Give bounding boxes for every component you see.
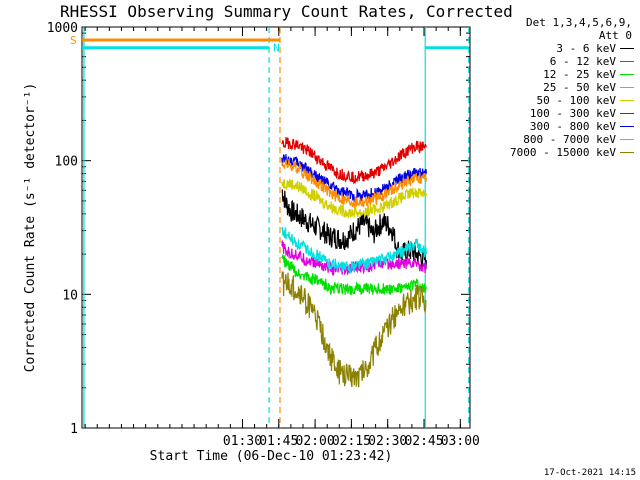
chart-title: RHESSI Observing Summary Count Rates, Co… <box>60 2 513 21</box>
legend-item: 25 - 50 keV <box>510 81 634 94</box>
legend-label: 800 - 7000 keV <box>523 133 616 146</box>
legend-swatch <box>620 87 634 88</box>
legend-swatch <box>620 61 634 62</box>
x-tick-label: 02:30 <box>368 434 407 449</box>
legend-swatch <box>620 126 634 127</box>
plot-frame <box>81 26 471 429</box>
series-line-300-800keV <box>281 154 427 204</box>
y-tick-label: 100 <box>55 155 78 170</box>
x-tick-label: 02:45 <box>404 434 443 449</box>
y-axis-label: Corrected Count Rate (s⁻¹ detector⁻¹) <box>23 83 38 373</box>
legend-label: 3 - 6 keV <box>556 42 616 55</box>
footer-timestamp: 17-Oct-2021 14:15 <box>543 468 636 478</box>
legend-header-attenuator: Att 0 <box>598 29 632 42</box>
legend-item: 12 - 25 keV <box>510 68 634 81</box>
x-axis-label: Start Time (06-Dec-10 01:23:42) <box>150 449 393 464</box>
series-line-100-300keV <box>281 137 427 185</box>
legend-label: 12 - 25 keV <box>543 68 616 81</box>
legend-item: 7000 - 15000 keV <box>510 146 634 159</box>
saa-bar-label: S <box>70 34 77 47</box>
legend-swatch <box>620 74 634 75</box>
series-line-3-6keV <box>281 189 427 270</box>
night-bar-label: N <box>273 42 280 55</box>
x-tick-label: 01:45 <box>259 434 298 449</box>
legend-label: 300 - 800 keV <box>529 120 616 133</box>
series-line-50-100keV <box>281 178 427 219</box>
legend-item: 300 - 800 keV <box>510 120 634 133</box>
legend-swatch <box>620 113 634 114</box>
x-tick-label: 02:15 <box>332 434 371 449</box>
x-tick-label: 02:00 <box>296 434 335 449</box>
legend-swatch <box>620 152 634 153</box>
legend-item: 100 - 300 keV <box>510 107 634 120</box>
legend-label: 25 - 50 keV <box>543 81 616 94</box>
legend-label: 50 - 100 keV <box>536 94 616 107</box>
series-line-25-50keV <box>281 226 427 274</box>
legend-label: 6 - 12 keV <box>549 55 616 68</box>
legend-header-detectors: Det 1,3,4,5,6,9, <box>526 16 632 29</box>
legend-swatch <box>620 48 634 49</box>
y-tick-label: 10 <box>62 288 78 303</box>
series-line-800-7000keV <box>281 159 427 210</box>
series-line-12-25keV <box>281 254 427 295</box>
legend-item: 6 - 12 keV <box>510 55 634 68</box>
legend: 3 - 6 keV 6 - 12 keV 12 - 25 keV 25 - 50 ke… <box>510 42 634 159</box>
legend-label: 7000 - 15000 keV <box>510 146 616 159</box>
y-tick-label: 1000 <box>47 21 78 36</box>
y-tick-label: 1 <box>70 422 78 437</box>
series-line-7000-15000keV <box>281 271 427 388</box>
legend-swatch <box>620 100 634 101</box>
legend-label: 100 - 300 keV <box>529 107 616 120</box>
legend-item: 3 - 6 keV <box>510 42 634 55</box>
x-tick-label: 03:00 <box>441 434 480 449</box>
legend-item: 800 - 7000 keV <box>510 133 634 146</box>
legend-item: 50 - 100 keV <box>510 94 634 107</box>
x-tick-label: 01:30 <box>223 434 262 449</box>
legend-swatch <box>620 139 634 140</box>
